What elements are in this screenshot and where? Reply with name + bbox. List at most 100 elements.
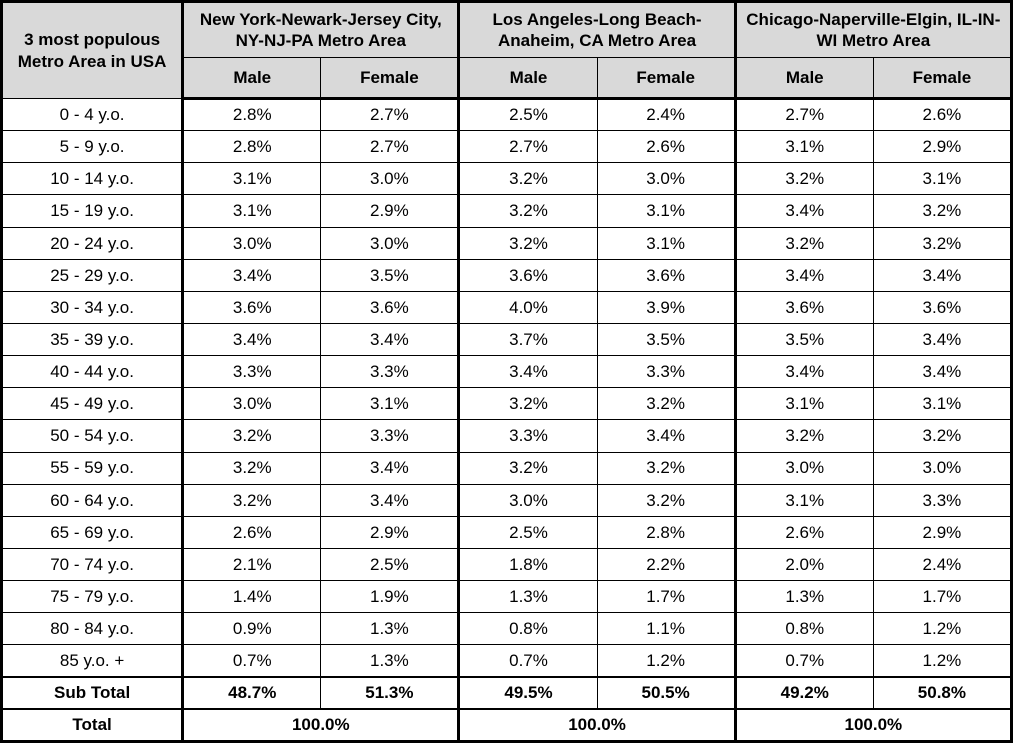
value-cell: 2.7% [457, 130, 598, 164]
subtotal-label: Sub Total [0, 676, 184, 710]
corner-header: 3 most populous Metro Area in USA [0, 1, 184, 99]
value-cell: 3.5% [733, 322, 874, 357]
age-group-label: 80 - 84 y.o. [0, 612, 184, 646]
subtotal-value-cell: 49.5% [457, 676, 598, 710]
value-cell: 3.5% [320, 258, 460, 292]
value-cell: 3.4% [733, 258, 874, 292]
value-cell: 3.2% [181, 419, 322, 453]
value-cell: 3.7% [457, 322, 598, 357]
value-cell: 0.8% [733, 612, 874, 646]
total-label: Total [0, 708, 184, 743]
value-cell: 3.2% [457, 451, 598, 485]
value-cell: 3.6% [320, 290, 460, 324]
table-body: 0 - 4 y.o. 2.8% 2.7% 2.5% 2.4% 2.7% 2.6% 5 - 9 … [0, 97, 1013, 743]
subtotal-value-cell: 48.7% [181, 676, 322, 710]
value-cell: 2.6% [181, 515, 322, 549]
group-header-los-angeles: Los Angeles-Long Beach-Anaheim, CA Metro… [457, 1, 736, 58]
table-row: 45 - 49 y.o. 3.0% 3.1% 3.2% 3.2% 3.1% 3.1% [0, 387, 1013, 421]
table-row: Total 100.0% 100.0% 100.0% [0, 708, 1013, 743]
group-header-chicago: Chicago-Naperville-Elgin, IL-IN-WI Metro… [733, 1, 1013, 58]
value-cell: 2.7% [733, 97, 874, 132]
age-group-label: 85 y.o. + [0, 644, 184, 678]
age-group-label: 10 - 14 y.o. [0, 162, 184, 196]
value-cell: 3.6% [457, 258, 598, 292]
table-row: 40 - 44 y.o. 3.3% 3.3% 3.4% 3.3% 3.4% 3.4% [0, 355, 1013, 389]
value-cell: 1.7% [596, 580, 736, 614]
value-cell: 3.6% [872, 290, 1013, 324]
value-cell: 3.3% [320, 355, 460, 389]
subtotal-value-cell: 51.3% [320, 676, 460, 710]
value-cell: 3.0% [181, 226, 322, 260]
total-value-cell: 100.0% [457, 708, 736, 743]
group-header-new-york: New York-Newark-Jersey City, NY-NJ-PA Me… [181, 1, 460, 58]
age-group-label: 40 - 44 y.o. [0, 355, 184, 389]
value-cell: 0.8% [457, 612, 598, 646]
value-cell: 3.2% [457, 226, 598, 260]
value-cell: 3.0% [181, 387, 322, 421]
age-group-label: 0 - 4 y.o. [0, 97, 184, 132]
table-row: 65 - 69 y.o. 2.6% 2.9% 2.5% 2.8% 2.6% 2.9% [0, 515, 1013, 549]
value-cell: 2.8% [181, 97, 322, 132]
value-cell: 3.4% [733, 355, 874, 389]
value-cell: 3.1% [872, 387, 1013, 421]
value-cell: 3.2% [596, 483, 736, 517]
value-cell: 1.1% [596, 612, 736, 646]
value-cell: 2.8% [181, 130, 322, 164]
value-cell: 3.2% [872, 194, 1013, 228]
value-cell: 1.2% [872, 612, 1013, 646]
total-value-cell: 100.0% [733, 708, 1013, 743]
value-cell: 2.8% [596, 515, 736, 549]
value-cell: 3.0% [457, 483, 598, 517]
age-group-label: 70 - 74 y.o. [0, 547, 184, 582]
table-row: 30 - 34 y.o. 3.6% 3.6% 4.0% 3.9% 3.6% 3.6% [0, 290, 1013, 324]
value-cell: 3.1% [181, 162, 322, 196]
table-header: 3 most populous Metro Area in USA New Yo… [0, 1, 1013, 100]
value-cell: 3.2% [596, 387, 736, 421]
age-group-label: 55 - 59 y.o. [0, 451, 184, 485]
table-row: 35 - 39 y.o. 3.4% 3.4% 3.7% 3.5% 3.5% 3.4% [0, 322, 1013, 357]
value-cell: 3.4% [181, 258, 322, 292]
table-row: 75 - 79 y.o. 1.4% 1.9% 1.3% 1.7% 1.3% 1.7% [0, 580, 1013, 614]
value-cell: 1.2% [872, 644, 1013, 678]
value-cell: 3.3% [596, 355, 736, 389]
value-cell: 3.5% [596, 322, 736, 357]
value-cell: 1.9% [320, 580, 460, 614]
table-row: 70 - 74 y.o. 2.1% 2.5% 1.8% 2.2% 2.0% 2.4% [0, 547, 1013, 582]
value-cell: 3.0% [733, 451, 874, 485]
value-cell: 0.7% [181, 644, 322, 678]
value-cell: 2.5% [457, 515, 598, 549]
value-cell: 3.1% [320, 387, 460, 421]
value-cell: 3.1% [733, 387, 874, 421]
value-cell: 1.3% [320, 612, 460, 646]
table-row: 85 y.o. +0.7% 1.3% 0.7% 1.2% 0.7% 1.2% [0, 644, 1013, 678]
value-cell: 1.7% [872, 580, 1013, 614]
value-cell: 3.0% [872, 451, 1013, 485]
value-cell: 3.3% [457, 419, 598, 453]
table-row: 0 - 4 y.o. 2.8% 2.7% 2.5% 2.4% 2.7% 2.6% [0, 97, 1013, 132]
value-cell: 3.1% [733, 130, 874, 164]
value-cell: 3.2% [457, 162, 598, 196]
metro-group-header-row: 3 most populous Metro Area in USA New Yo… [0, 1, 1013, 99]
value-cell: 3.9% [596, 290, 736, 324]
age-group-label: 20 - 24 y.o. [0, 226, 184, 260]
value-cell: 3.2% [596, 451, 736, 485]
value-cell: 2.5% [457, 97, 598, 132]
value-cell: 3.2% [457, 387, 598, 421]
table-row: Sub Total 48.7% 51.3% 49.5% 50.5% 49.2% 50.8% [0, 676, 1013, 710]
value-cell: 3.4% [320, 322, 460, 357]
value-cell: 2.9% [872, 515, 1013, 549]
value-cell: 3.1% [596, 194, 736, 228]
subtotal-value-cell: 50.8% [872, 676, 1013, 710]
age-group-label: 35 - 39 y.o. [0, 322, 184, 357]
value-cell: 1.3% [733, 580, 874, 614]
value-cell: 4.0% [457, 290, 598, 324]
value-cell: 2.4% [872, 547, 1013, 582]
value-cell: 3.2% [181, 451, 322, 485]
value-cell: 2.2% [596, 547, 736, 582]
table-row: 5 - 9 y.o. 2.8% 2.7% 2.7% 2.6% 3.1% 2.9% [0, 130, 1013, 164]
value-cell: 3.2% [181, 483, 322, 517]
value-cell: 3.4% [872, 258, 1013, 292]
value-cell: 3.4% [457, 355, 598, 389]
sex-header-row: Male Female Male Female Male Female [2, 57, 1013, 100]
